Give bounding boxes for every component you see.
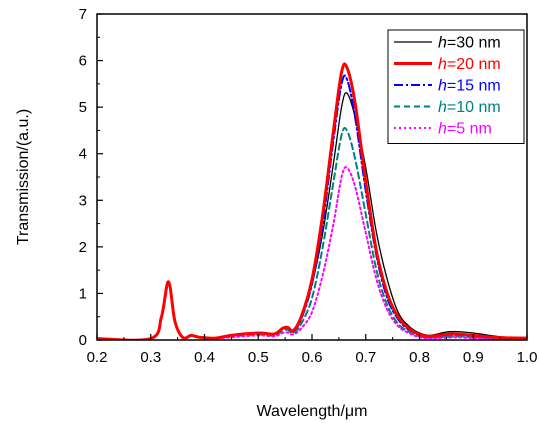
series-line-3 xyxy=(97,126,527,340)
series-line-4 xyxy=(97,166,527,340)
legend-label: h=30 nm xyxy=(438,35,501,52)
x-tick-label: 0.5 xyxy=(248,349,269,366)
y-tick-label: 2 xyxy=(79,239,87,256)
y-axis: 0 1 2 3 4 5 6 7 xyxy=(79,6,103,349)
series-layer xyxy=(97,62,527,340)
y-tick-label: 3 xyxy=(79,192,87,209)
x-tick-label: 0.2 xyxy=(87,349,108,366)
y-tick-label: 7 xyxy=(79,6,87,23)
legend-label: h=20 nm xyxy=(438,56,501,73)
legend-label: h=5 nm xyxy=(438,121,492,138)
x-axis: 0.2 0.3 0.4 0.5 0.6 0.7 0.8 0.9 1.0 xyxy=(87,334,538,366)
y-tick-label: 0 xyxy=(79,332,87,349)
y-tick-label: 1 xyxy=(79,285,87,302)
legend-label: h=10 nm xyxy=(438,99,501,116)
y-axis-label: Transmission/(a.u.) xyxy=(15,109,32,245)
x-tick-label: 0.9 xyxy=(463,349,484,366)
x-tick-label: 1.0 xyxy=(517,349,538,366)
legend: h=30 nm h=20 nm h=15 nm h=10 nm h=5 nm xyxy=(387,29,525,144)
y-tick-label: 5 xyxy=(79,99,87,116)
x-tick-label: 0.8 xyxy=(409,349,430,366)
x-tick-label: 0.7 xyxy=(355,349,376,366)
series-line-1 xyxy=(97,62,527,340)
legend-box xyxy=(387,29,525,144)
y-tick-label: 6 xyxy=(79,53,87,70)
x-tick-label: 0.4 xyxy=(194,349,215,366)
x-tick-label: 0.6 xyxy=(302,349,323,366)
x-axis-label: Wavelength/μm xyxy=(257,403,368,420)
x-tick-label: 0.3 xyxy=(140,349,161,366)
y-tick-label: 4 xyxy=(79,146,87,163)
legend-label: h=15 nm xyxy=(438,78,501,95)
